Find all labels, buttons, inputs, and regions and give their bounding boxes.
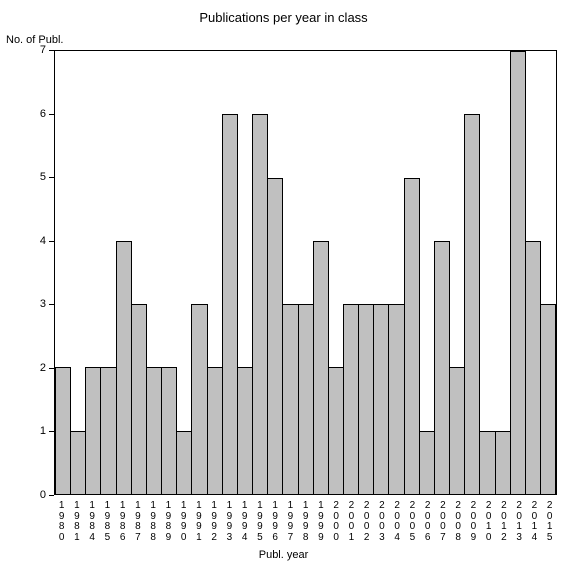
bar [85, 367, 101, 494]
bar [464, 114, 480, 494]
bar [131, 304, 147, 494]
bar [191, 304, 207, 494]
bar [343, 304, 359, 494]
bar [358, 304, 374, 494]
bar [70, 431, 86, 494]
bar [419, 431, 435, 494]
chart-title: Publications per year in class [0, 10, 567, 25]
bar [55, 367, 71, 494]
y-tick-label: 2 [40, 362, 46, 374]
bar [252, 114, 268, 494]
bar [146, 367, 162, 494]
y-tick-label: 3 [40, 298, 46, 310]
bar [282, 304, 298, 494]
y-tick-label: 5 [40, 171, 46, 183]
bar [434, 241, 450, 494]
bar [313, 241, 329, 494]
bar [267, 178, 283, 494]
bar [404, 178, 420, 494]
bar [328, 367, 344, 494]
bar [116, 241, 132, 494]
bar [373, 304, 389, 494]
bar [540, 304, 556, 494]
bar [298, 304, 314, 494]
y-tick-label: 6 [40, 108, 46, 120]
y-axis-label: No. of Publ. [6, 34, 63, 46]
bar [479, 431, 495, 494]
y-tick-label: 7 [40, 44, 46, 56]
plot-area [54, 50, 557, 495]
bar [449, 367, 465, 494]
y-tick-label: 0 [40, 489, 46, 501]
x-axis-label: Publ. year [0, 549, 567, 561]
bar [525, 241, 541, 494]
y-tick-label: 1 [40, 425, 46, 437]
bar [161, 367, 177, 494]
chart-container: Publications per year in class No. of Pu… [0, 0, 567, 567]
bars-group [55, 51, 556, 494]
bar [100, 367, 116, 494]
bar [176, 431, 192, 494]
y-tick-label: 4 [40, 235, 46, 247]
y-axis-ticks: 01234567 [0, 50, 54, 495]
bar [510, 51, 526, 494]
bar [207, 367, 223, 494]
bar [388, 304, 404, 494]
bar [495, 431, 511, 494]
bar [222, 114, 238, 494]
bar [237, 367, 253, 494]
